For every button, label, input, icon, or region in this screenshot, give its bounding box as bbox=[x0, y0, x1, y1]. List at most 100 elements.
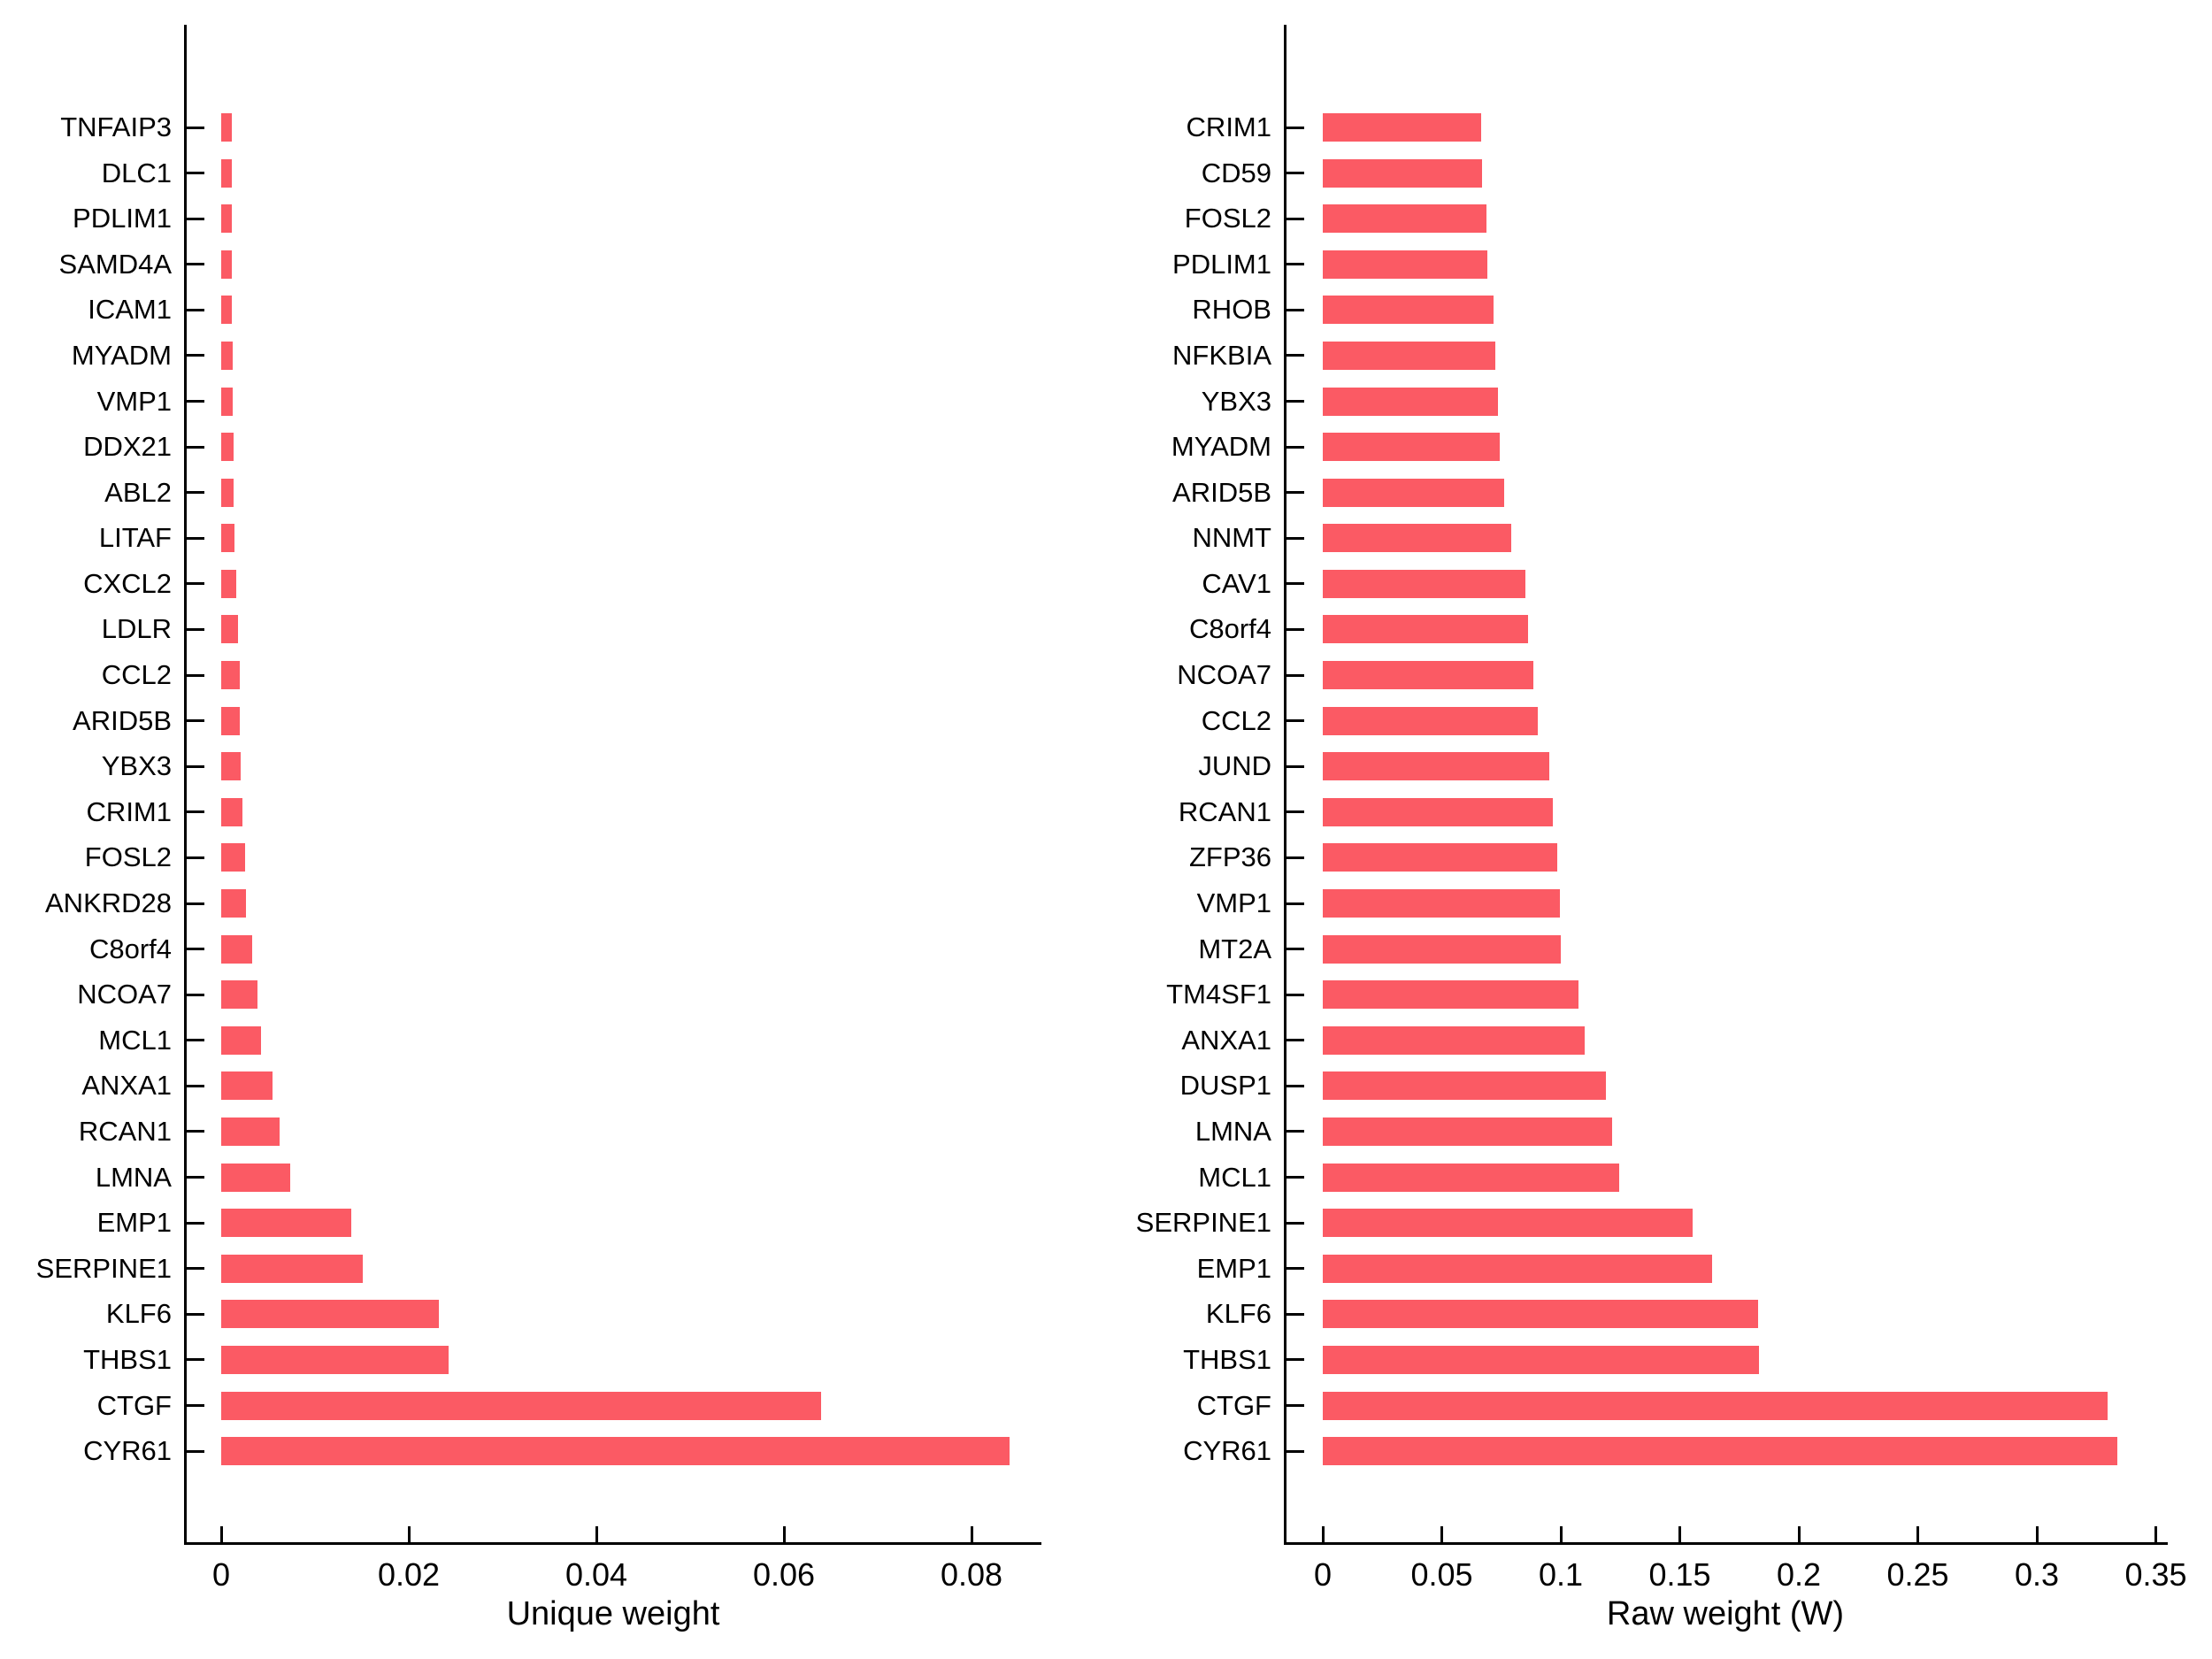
y-tick bbox=[1286, 627, 1304, 631]
y-tick bbox=[1286, 445, 1304, 449]
bar bbox=[221, 1345, 449, 1374]
y-tick-label: MT2A bbox=[1198, 933, 1271, 964]
y-tick-label: PDLIM1 bbox=[1172, 248, 1271, 280]
bar bbox=[1323, 1345, 1760, 1374]
y-tick bbox=[1286, 1449, 1304, 1453]
y-tick bbox=[1286, 1221, 1304, 1225]
bar bbox=[221, 433, 234, 462]
y-tick-label: NCOA7 bbox=[1177, 659, 1271, 691]
y-tick-label: VMP1 bbox=[96, 385, 172, 417]
y-tick bbox=[1286, 172, 1304, 175]
y-tick-label: FOSL2 bbox=[84, 841, 172, 873]
y-tick-label: CTGF bbox=[1196, 1389, 1271, 1421]
x-tick bbox=[1321, 1526, 1325, 1542]
bar bbox=[221, 1071, 273, 1101]
x-axis-spine bbox=[1284, 1542, 2168, 1545]
y-tick bbox=[187, 1176, 204, 1179]
bar bbox=[1323, 661, 1534, 690]
y-tick-label: MYADM bbox=[1171, 431, 1271, 463]
y-tick-label: ANXA1 bbox=[81, 1070, 172, 1102]
y-tick bbox=[187, 354, 204, 357]
bar bbox=[1323, 1300, 1758, 1329]
bar bbox=[1323, 341, 1496, 370]
y-axis-spine bbox=[1284, 25, 1286, 1545]
y-tick bbox=[1286, 1084, 1304, 1087]
y-tick-label: RCAN1 bbox=[78, 1115, 172, 1147]
bar bbox=[1323, 387, 1498, 416]
y-tick-label: KLF6 bbox=[1205, 1298, 1271, 1330]
bar bbox=[221, 843, 246, 872]
y-tick bbox=[187, 1084, 204, 1087]
y-tick-label: LDLR bbox=[101, 613, 172, 645]
x-tick bbox=[2154, 1526, 2157, 1542]
y-tick-label: PDLIM1 bbox=[73, 203, 172, 234]
y-tick bbox=[187, 400, 204, 403]
y-tick-label: RHOB bbox=[1192, 294, 1271, 326]
bar bbox=[1323, 1254, 1713, 1283]
y-tick bbox=[187, 172, 204, 175]
x-axis-label-raw-weight: Raw weight (W) bbox=[1606, 1595, 1845, 1632]
bar bbox=[1323, 752, 1550, 781]
y-tick bbox=[187, 126, 204, 129]
bar bbox=[1323, 980, 1579, 1010]
bar bbox=[221, 980, 258, 1010]
y-tick bbox=[187, 308, 204, 311]
bar bbox=[221, 296, 233, 325]
bar bbox=[221, 158, 232, 188]
bar bbox=[221, 934, 252, 964]
y-tick bbox=[1286, 902, 1304, 905]
x-tick-label: 0.05 bbox=[1410, 1556, 1473, 1593]
y-tick-label: EMP1 bbox=[96, 1207, 172, 1239]
y-tick bbox=[187, 1404, 204, 1408]
bar bbox=[1323, 204, 1487, 234]
x-tick-label: 0 bbox=[211, 1556, 231, 1593]
x-tick bbox=[1440, 1526, 1443, 1542]
y-tick-label: CYR61 bbox=[83, 1435, 172, 1467]
y-tick-label: ARID5B bbox=[73, 704, 172, 736]
y-tick bbox=[187, 993, 204, 996]
x-tick-label: 0.02 bbox=[377, 1556, 441, 1593]
x-tick bbox=[1797, 1526, 1801, 1542]
bar bbox=[1323, 1163, 1620, 1192]
bar bbox=[1323, 1391, 2108, 1420]
x-tick-label: 0.08 bbox=[940, 1556, 1003, 1593]
y-tick bbox=[1286, 719, 1304, 723]
y-tick bbox=[187, 1267, 204, 1271]
y-tick bbox=[1286, 1312, 1304, 1316]
y-tick bbox=[187, 948, 204, 951]
y-tick-label: VMP1 bbox=[1196, 887, 1271, 919]
y-tick-label: FOSL2 bbox=[1184, 203, 1271, 234]
y-tick bbox=[1286, 1130, 1304, 1133]
bar bbox=[1323, 889, 1560, 918]
bar bbox=[221, 1163, 290, 1192]
bar bbox=[221, 889, 246, 918]
bar bbox=[221, 1437, 1010, 1466]
y-tick-label: DLC1 bbox=[101, 157, 172, 188]
x-tick-label: 0.25 bbox=[1886, 1556, 1949, 1593]
y-tick-label: SERPINE1 bbox=[1135, 1207, 1271, 1239]
bar bbox=[1323, 113, 1481, 142]
y-tick-label: YBX3 bbox=[1201, 385, 1271, 417]
bar bbox=[221, 1300, 439, 1329]
y-tick bbox=[1286, 491, 1304, 495]
y-tick-label: CD59 bbox=[1201, 157, 1271, 188]
y-tick-label: DUSP1 bbox=[1179, 1070, 1271, 1102]
x-tick-label: 0.06 bbox=[752, 1556, 816, 1593]
bar bbox=[1323, 158, 1483, 188]
y-tick-label: ABL2 bbox=[104, 476, 172, 508]
y-tick-label: NCOA7 bbox=[77, 979, 172, 1010]
y-tick bbox=[1286, 1358, 1304, 1362]
bar bbox=[1323, 1437, 2117, 1466]
y-tick bbox=[1286, 948, 1304, 951]
bar bbox=[221, 204, 232, 234]
y-tick bbox=[187, 1312, 204, 1316]
y-tick-label: THBS1 bbox=[1183, 1343, 1271, 1375]
y-tick-label: LMNA bbox=[1194, 1115, 1271, 1147]
y-tick-label: ANKRD28 bbox=[45, 887, 172, 919]
y-tick bbox=[1286, 810, 1304, 814]
y-tick-label: TNFAIP3 bbox=[60, 111, 172, 142]
bar bbox=[1323, 1025, 1585, 1055]
